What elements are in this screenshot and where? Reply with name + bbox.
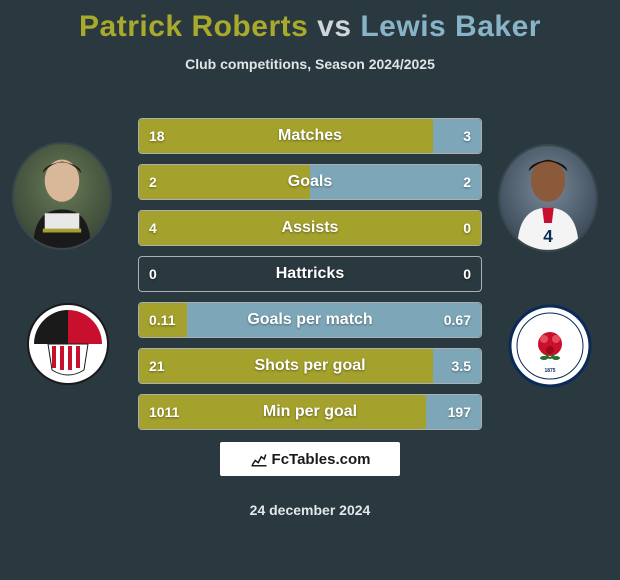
stat-row: 2Goals2: [138, 164, 482, 200]
site-logo: FcTables.com: [220, 442, 400, 476]
stat-label: Matches: [139, 127, 481, 145]
player1-club-crest: [20, 302, 116, 386]
stat-value-right: 3: [463, 119, 471, 153]
stats-table: 18Matches32Goals24Assists00Hattricks00.1…: [138, 118, 482, 430]
player1-avatar: [12, 142, 112, 250]
stat-row: 0Hattricks0: [138, 256, 482, 292]
subtitle: Club competitions, Season 2024/2025: [0, 56, 620, 72]
stat-value-left: 1011: [149, 395, 179, 429]
stat-value-left: 21: [149, 349, 165, 383]
vs-text: vs: [317, 10, 351, 43]
stat-label: Assists: [139, 219, 481, 237]
stat-row: 1011Min per goal197: [138, 394, 482, 430]
stat-value-right: 0: [463, 257, 471, 291]
chart-icon: [250, 450, 268, 468]
player2-avatar: 4: [498, 144, 598, 252]
player2-name: Lewis Baker: [360, 10, 541, 43]
svg-text:1875: 1875: [544, 368, 555, 374]
stat-value-right: 0: [463, 211, 471, 245]
site-logo-text: FcTables.com: [272, 451, 371, 468]
stat-value-right: 2: [463, 165, 471, 199]
stat-label: Min per goal: [139, 403, 481, 421]
stat-label: Hattricks: [139, 265, 481, 283]
date: 24 december 2024: [0, 502, 620, 518]
svg-text:4: 4: [543, 226, 553, 246]
stat-row: 18Matches3: [138, 118, 482, 154]
stat-label: Goals per match: [139, 311, 481, 329]
stat-label: Shots per goal: [139, 357, 481, 375]
stat-row: 21Shots per goal3.5: [138, 348, 482, 384]
stat-value-left: 4: [149, 211, 157, 245]
stat-value-left: 0.11: [149, 303, 175, 337]
stat-value-right: 197: [448, 395, 471, 429]
stat-value-left: 0: [149, 257, 157, 291]
stat-row: 0.11Goals per match0.67: [138, 302, 482, 338]
stat-value-left: 18: [149, 119, 165, 153]
stat-label: Goals: [139, 173, 481, 191]
stat-row: 4Assists0: [138, 210, 482, 246]
stat-value-right: 3.5: [452, 349, 471, 383]
comparison-title: Patrick Roberts vs Lewis Baker: [0, 10, 620, 44]
player2-club-crest: 1875: [502, 304, 598, 388]
stat-value-left: 2: [149, 165, 157, 199]
player1-name: Patrick Roberts: [79, 10, 308, 43]
stat-value-right: 0.67: [444, 303, 471, 337]
